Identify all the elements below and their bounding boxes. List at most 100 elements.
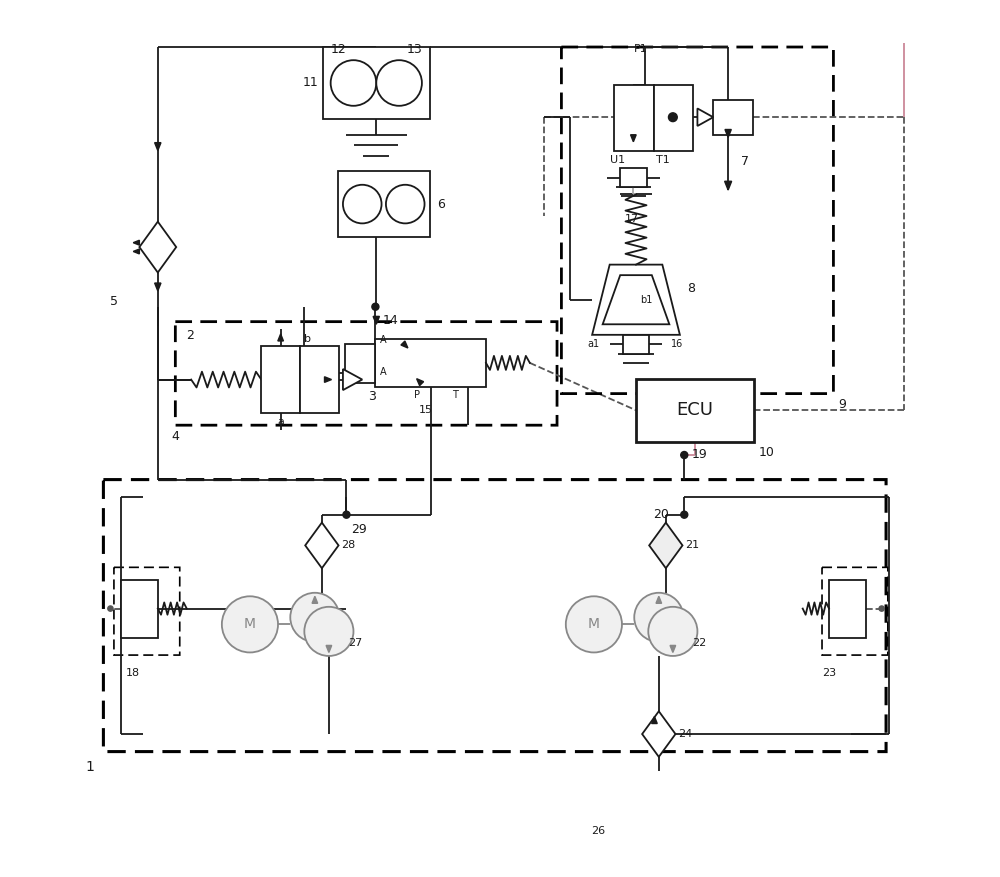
Text: 11: 11 (303, 76, 318, 89)
Text: 13: 13 (407, 43, 423, 55)
Circle shape (331, 61, 376, 106)
Polygon shape (670, 645, 676, 652)
Text: 18: 18 (125, 668, 139, 678)
Text: T1: T1 (656, 155, 670, 165)
Text: ECU: ECU (676, 402, 713, 419)
Circle shape (108, 606, 113, 611)
Polygon shape (325, 377, 332, 382)
Text: 8: 8 (687, 282, 695, 296)
Text: A: A (380, 335, 386, 345)
Polygon shape (312, 596, 318, 603)
Polygon shape (656, 596, 662, 603)
Text: b: b (304, 334, 311, 344)
Text: 1: 1 (86, 760, 95, 774)
Text: b1: b1 (640, 296, 653, 305)
Text: 20: 20 (654, 508, 669, 521)
Bar (300, 346, 339, 413)
Circle shape (343, 511, 350, 518)
Circle shape (372, 303, 379, 310)
Text: a1: a1 (588, 339, 600, 349)
Bar (636, 379, 754, 442)
Text: 27: 27 (348, 638, 362, 647)
Text: 9: 9 (838, 398, 846, 411)
Circle shape (376, 61, 422, 106)
Circle shape (634, 593, 683, 642)
Bar (713, 100, 753, 135)
Polygon shape (155, 283, 161, 291)
Text: P1: P1 (634, 44, 648, 53)
Bar (829, 581, 866, 638)
Text: 29: 29 (351, 524, 367, 537)
Polygon shape (622, 788, 652, 830)
Text: 19: 19 (691, 448, 707, 461)
Circle shape (668, 113, 677, 122)
Text: 16: 16 (671, 339, 683, 349)
Polygon shape (326, 645, 332, 652)
Circle shape (566, 596, 622, 652)
Circle shape (290, 593, 339, 642)
Text: 26: 26 (591, 826, 605, 836)
Polygon shape (139, 222, 176, 273)
Circle shape (386, 185, 425, 224)
Polygon shape (417, 379, 424, 386)
Polygon shape (642, 711, 675, 757)
Polygon shape (725, 130, 731, 138)
Bar (623, 335, 649, 354)
Text: 2: 2 (186, 329, 194, 342)
Text: a: a (277, 417, 284, 427)
Polygon shape (133, 240, 139, 246)
Text: P: P (414, 390, 420, 400)
Bar (121, 581, 158, 638)
Text: 23: 23 (822, 668, 836, 678)
Text: 12: 12 (331, 43, 346, 55)
Polygon shape (652, 717, 657, 724)
Polygon shape (592, 265, 680, 335)
Circle shape (222, 596, 278, 652)
Text: 21: 21 (685, 540, 699, 551)
Polygon shape (278, 334, 283, 341)
Bar (654, 85, 693, 151)
Text: 6: 6 (437, 197, 445, 210)
Bar (614, 85, 654, 151)
Bar (323, 47, 430, 119)
Circle shape (681, 452, 688, 459)
Text: M: M (244, 617, 256, 631)
Text: 5: 5 (110, 296, 118, 309)
Polygon shape (649, 523, 683, 568)
Circle shape (879, 606, 884, 611)
Polygon shape (133, 249, 139, 254)
Text: M: M (588, 617, 600, 631)
Polygon shape (155, 143, 161, 151)
Polygon shape (631, 135, 636, 142)
Text: 14: 14 (382, 314, 398, 327)
Polygon shape (401, 341, 408, 348)
Circle shape (648, 607, 697, 656)
Polygon shape (725, 182, 732, 190)
Text: 3: 3 (368, 390, 376, 403)
Bar (375, 339, 486, 388)
Bar (593, 861, 681, 877)
Text: A: A (380, 367, 386, 377)
Circle shape (681, 511, 688, 518)
Text: 17: 17 (625, 214, 639, 224)
Polygon shape (305, 523, 339, 568)
Circle shape (304, 607, 353, 656)
Bar (338, 171, 430, 238)
Bar (620, 168, 647, 188)
Text: 24: 24 (678, 729, 692, 739)
Text: 7: 7 (741, 155, 749, 168)
Polygon shape (697, 109, 713, 126)
Polygon shape (373, 317, 379, 324)
Bar (345, 344, 375, 383)
Text: 15: 15 (419, 405, 433, 415)
Text: 10: 10 (759, 446, 775, 460)
Text: 28: 28 (341, 540, 355, 551)
Circle shape (343, 185, 382, 224)
Text: T: T (452, 390, 458, 400)
Text: 22: 22 (692, 638, 706, 647)
Text: U1: U1 (610, 155, 625, 165)
Polygon shape (343, 369, 362, 390)
Text: 4: 4 (171, 430, 179, 443)
Bar (261, 346, 300, 413)
Polygon shape (603, 275, 669, 324)
